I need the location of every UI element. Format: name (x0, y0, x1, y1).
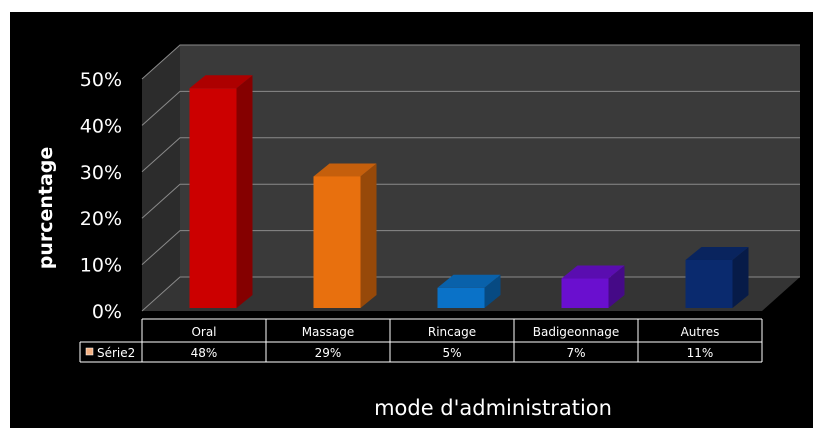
bar-rincage (437, 274, 501, 308)
bar-front (561, 278, 609, 308)
data-label: 5% (442, 346, 461, 360)
y-axis-title: purcentage (35, 147, 57, 270)
y-tick-label: 20% (80, 208, 122, 230)
back-wall (180, 45, 800, 277)
data-table: Oral 48% Massage 29% Rincage 5% Badigeonnage 7%… (79, 318, 763, 363)
y-tick-label: 50% (80, 69, 122, 91)
data-label: 29% (315, 346, 342, 360)
bar-chart: 0% 10% 20% 30% 40% 50% Oral 48% Massage 29% Rincag… (35, 44, 800, 420)
bar-front (685, 259, 733, 308)
category-label: Oral (191, 325, 216, 339)
legend-key (85, 347, 94, 356)
bar-front (437, 287, 485, 308)
side-wall (142, 45, 180, 311)
gridline (141, 44, 800, 80)
bar-top (561, 265, 625, 279)
y-tick-label: 0% (92, 301, 122, 323)
bar-top (437, 274, 501, 288)
bar-top (685, 246, 749, 260)
bar-front (189, 88, 237, 308)
bar-side (732, 246, 749, 308)
bar-side (484, 274, 501, 308)
y-tick-label: 30% (80, 162, 122, 184)
bar-side (236, 75, 253, 308)
gridline (141, 137, 800, 173)
data-label: 48% (191, 346, 218, 360)
chart-frame: 0% 10% 20% 30% 40% 50% Oral 48% Massage 29% Rincag… (10, 12, 813, 428)
data-label: 7% (566, 346, 585, 360)
gridline (141, 90, 800, 126)
bar-massage (313, 163, 377, 308)
bar-top (189, 75, 253, 89)
gridline (141, 230, 800, 265)
category-label: Massage (302, 325, 355, 339)
category-label: Rincage (428, 325, 476, 339)
category-label: Autres (681, 325, 720, 339)
gridline (141, 183, 800, 219)
data-label: 11% (687, 346, 714, 360)
y-tick-label: 10% (80, 255, 122, 277)
bar-top (313, 163, 377, 177)
legend-series-name: Série2 (97, 346, 135, 360)
bar-side (360, 163, 377, 308)
bar-front (313, 176, 361, 308)
category-label: Badigeonnage (533, 325, 619, 339)
x-axis-title: mode d'administration (374, 396, 612, 420)
bar-badigeonnage (561, 265, 625, 308)
bar-side (608, 265, 625, 308)
bar-oral (189, 75, 253, 308)
y-tick-label: 40% (80, 115, 122, 137)
bar-autres (685, 246, 749, 308)
